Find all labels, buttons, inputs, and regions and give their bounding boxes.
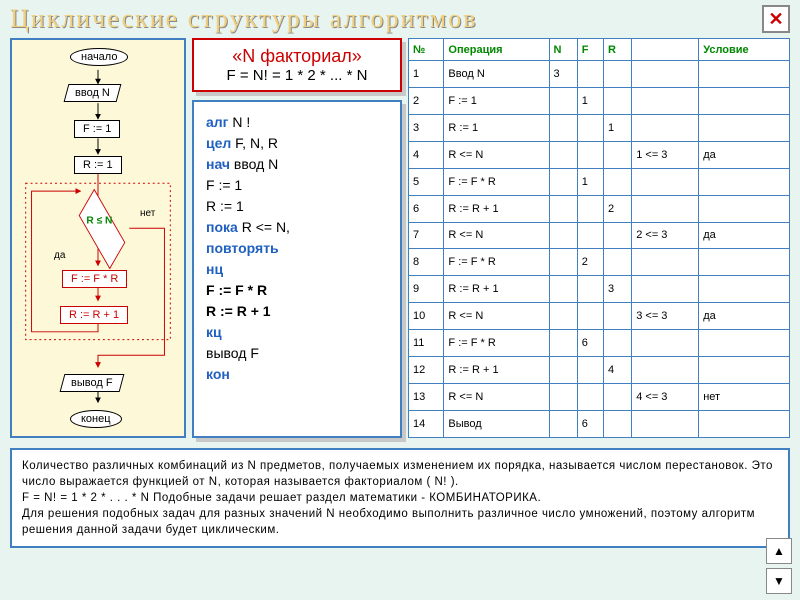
table-row: 9R := R + 13 (409, 276, 790, 303)
table-row: 14Вывод6 (409, 410, 790, 437)
formula-title: «N факториал» (200, 46, 394, 67)
table-row: 1Ввод N3 (409, 61, 790, 88)
table-row: 7R <= N2 <= 3да (409, 222, 790, 249)
table-row: 2F := 11 (409, 87, 790, 114)
fc-init-f: F := 1 (74, 120, 120, 138)
algorithm-box: алг N ! цел F, N, R нач ввод N F := 1 R … (192, 100, 402, 438)
fc-start: начало (70, 48, 128, 66)
fc-cond: R ≤ N (79, 189, 126, 270)
table-header: Условие (699, 39, 790, 61)
table-row: 10R <= N3 <= 3да (409, 303, 790, 330)
table-header (632, 39, 699, 61)
fc-output: вывод F (60, 374, 124, 392)
fc-mul: F := F * R (62, 270, 127, 288)
table-row: 4R <= N1 <= 3да (409, 141, 790, 168)
table-row: 12R := R + 14 (409, 357, 790, 384)
nav-down-button[interactable]: ▼ (766, 568, 792, 594)
fc-init-r: R := 1 (74, 156, 122, 174)
fc-end: конец (70, 410, 122, 428)
table-row: 6R := R + 12 (409, 195, 790, 222)
nav-up-button[interactable]: ▲ (766, 538, 792, 564)
fc-no: нет (140, 208, 155, 219)
table-header: N (549, 39, 577, 61)
table-row: 11F := F * R6 (409, 330, 790, 357)
fc-yes: да (54, 250, 65, 261)
table-row: 3R := 11 (409, 114, 790, 141)
table-header: Операция (444, 39, 549, 61)
flowchart-panel: начало ввод N F := 1 R := 1 R ≤ N да нет… (10, 38, 186, 438)
table-header: R (603, 39, 631, 61)
formula-box: «N факториал» F = N! = 1 * 2 * ... * N (192, 38, 402, 92)
table-header: F (577, 39, 603, 61)
table-row: 13R <= N4 <= 3нет (409, 384, 790, 411)
close-button[interactable]: ✕ (762, 5, 790, 33)
table-row: 5F := F * R1 (409, 168, 790, 195)
trace-table: №ОперацияNFR Условие 1Ввод N32F := 113R :… (408, 38, 790, 438)
footer-text: Количество различных комбинаций из N пре… (10, 448, 790, 548)
fc-inc: R := R + 1 (60, 306, 128, 324)
formula-eq: F = N! = 1 * 2 * ... * N (200, 67, 394, 84)
fc-input: ввод N (64, 84, 122, 102)
page-title: Циклические структуры алгоритмов (10, 4, 762, 34)
table-header: № (409, 39, 444, 61)
table-row: 8F := F * R2 (409, 249, 790, 276)
